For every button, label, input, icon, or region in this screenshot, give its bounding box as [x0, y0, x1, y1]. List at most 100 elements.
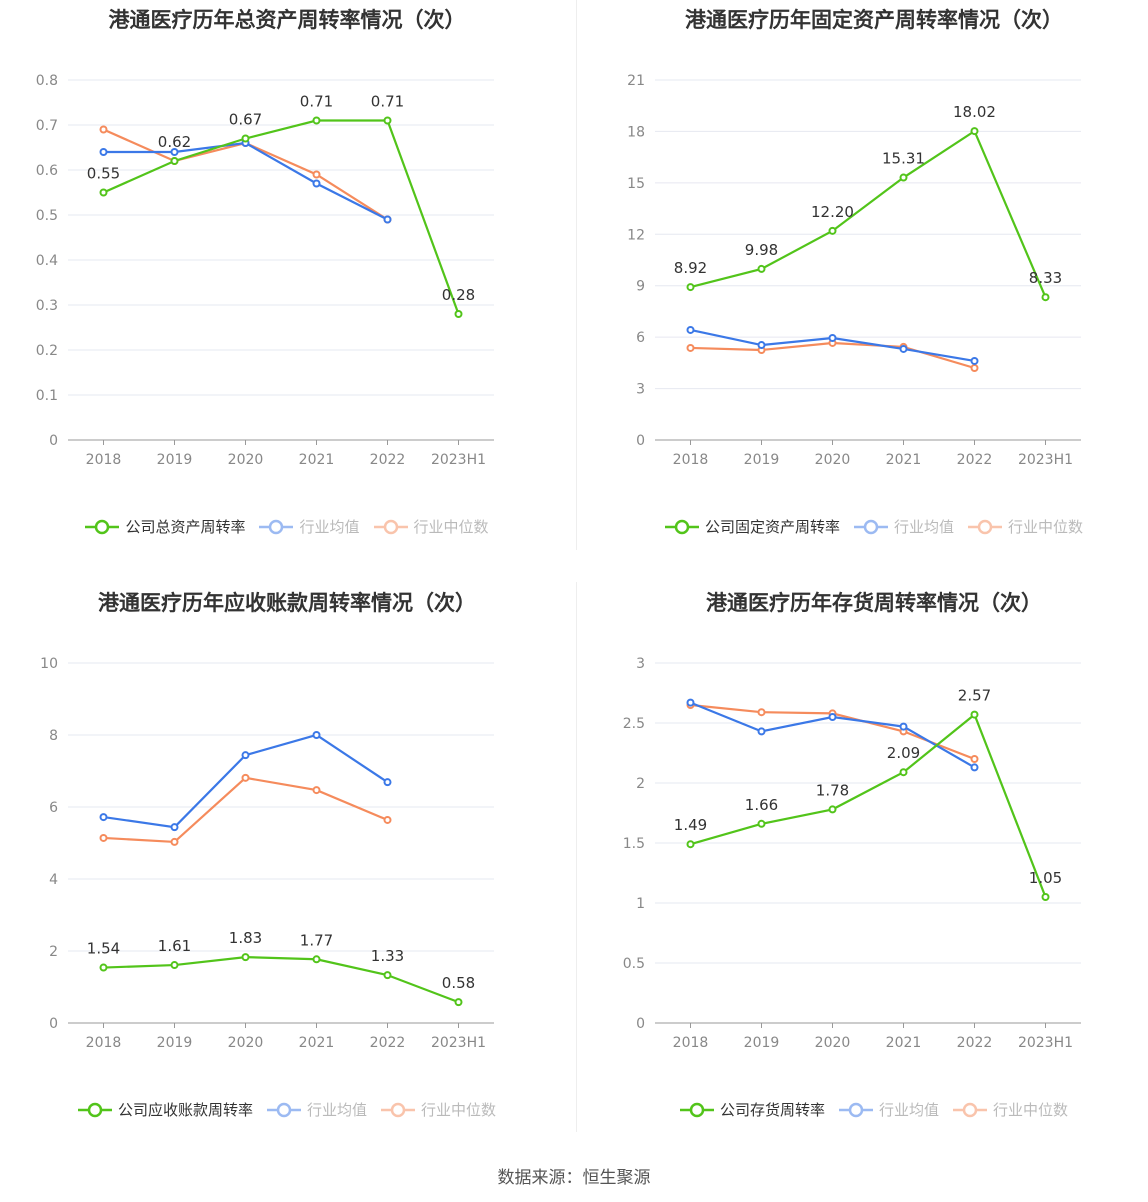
data-point[interactable]	[383, 971, 392, 980]
data-label: 8.92	[674, 259, 707, 277]
data-point[interactable]	[970, 763, 979, 772]
data-point[interactable]	[757, 819, 766, 828]
y-tick-label: 15	[627, 176, 645, 192]
y-tick-label: 3	[636, 382, 645, 398]
x-tick-label: 2018	[86, 1035, 122, 1051]
data-point[interactable]	[970, 127, 979, 136]
data-point[interactable]	[454, 310, 463, 318]
x-tick-label: 2023H1	[431, 1035, 486, 1051]
legend-line-circle-icon	[373, 519, 408, 534]
data-point[interactable]	[828, 334, 837, 342]
legend-line-circle-icon	[77, 1102, 112, 1117]
x-tick-label: 2021	[299, 452, 335, 468]
legend-label: 行业均值	[893, 518, 954, 536]
data-label: 1.83	[229, 929, 262, 947]
data-point[interactable]	[757, 727, 766, 736]
data-point[interactable]	[970, 364, 979, 372]
data-point[interactable]	[383, 778, 392, 787]
data-label: 0.67	[229, 111, 262, 129]
data-point[interactable]	[99, 963, 108, 972]
legend-item[interactable]: 行业中位数	[381, 1099, 496, 1120]
data-point[interactable]	[312, 955, 321, 964]
data-point[interactable]	[241, 773, 250, 782]
data-point[interactable]	[899, 768, 908, 777]
data-point[interactable]	[99, 125, 108, 134]
legend-item[interactable]: 公司应收账款周转率	[77, 1099, 253, 1120]
data-point[interactable]	[686, 698, 695, 707]
chart-title: 港通医疗历年存货周转率情况（次）	[706, 591, 1042, 615]
data-point[interactable]	[312, 179, 321, 188]
data-point[interactable]	[1041, 893, 1050, 901]
y-tick-label: 0.1	[36, 388, 58, 404]
data-point[interactable]	[241, 134, 250, 143]
data-point[interactable]	[757, 264, 766, 273]
x-tick-label: 2023H1	[431, 452, 486, 468]
data-point[interactable]	[828, 226, 837, 235]
legend-item[interactable]: 行业均值	[266, 1099, 367, 1120]
data-point[interactable]	[686, 283, 695, 292]
data-point[interactable]	[970, 710, 979, 719]
data-point[interactable]	[383, 815, 392, 824]
data-point[interactable]	[99, 148, 108, 156]
chart-title: 港通医疗历年应收账款周转率情况（次）	[98, 591, 476, 615]
legend-item[interactable]: 行业均值	[259, 516, 360, 537]
data-point[interactable]	[241, 953, 250, 962]
y-tick-label: 0	[636, 1016, 645, 1032]
legend-item[interactable]: 行业中位数	[953, 1099, 1068, 1120]
legend-item[interactable]: 公司总资产周转率	[85, 516, 245, 537]
legend-line-circle-icon	[953, 1102, 987, 1117]
legend-item[interactable]: 行业均值	[853, 516, 954, 537]
data-point[interactable]	[757, 708, 766, 717]
data-point[interactable]	[312, 170, 321, 179]
data-point[interactable]	[99, 813, 108, 822]
data-point[interactable]	[99, 188, 108, 197]
data-point[interactable]	[828, 713, 837, 721]
x-tick-label: 2021	[299, 1035, 335, 1051]
data-point[interactable]	[99, 833, 108, 842]
data-point[interactable]	[757, 341, 766, 350]
data-point[interactable]	[686, 840, 695, 849]
data-point[interactable]	[170, 823, 179, 832]
data-point[interactable]	[170, 961, 179, 970]
data-label: 1.66	[745, 796, 778, 814]
chart-panel: 港通医疗历年总资产周转率情况（次） 0 0.1 0.2 0.3 0.4 0.5 0.6 0.7 0…	[0, 0, 574, 583]
data-point[interactable]	[383, 116, 392, 125]
series-line	[690, 129, 1047, 298]
legend-item[interactable]: 公司存货周转率	[679, 1099, 825, 1120]
series-line	[103, 141, 388, 221]
y-tick-label: 0.3	[36, 298, 58, 314]
data-point[interactable]	[454, 998, 463, 1007]
legend-item[interactable]: 行业均值	[838, 1099, 939, 1120]
data-point[interactable]	[970, 356, 979, 365]
x-tick-label: 2023H1	[1018, 1035, 1073, 1051]
legend-item[interactable]: 行业中位数	[968, 516, 1083, 537]
data-label: 9.98	[745, 241, 778, 259]
data-point[interactable]	[170, 148, 179, 156]
data-point[interactable]	[686, 325, 695, 334]
data-point[interactable]	[970, 755, 979, 763]
legend-item[interactable]: 行业中位数	[373, 516, 489, 537]
data-point[interactable]	[170, 157, 179, 165]
data-point[interactable]	[899, 344, 908, 353]
y-tick-label: 1.5	[623, 836, 645, 852]
chart-panel: 港通医疗历年应收账款周转率情况（次） 0 2 4 6 8 10 2018 2019 2020 202…	[0, 583, 574, 1166]
y-tick-label: 0	[636, 433, 645, 449]
data-point[interactable]	[1041, 293, 1050, 302]
data-point[interactable]	[312, 731, 321, 739]
data-point[interactable]	[312, 116, 321, 125]
legend-item[interactable]: 公司固定资产周转率	[664, 516, 840, 537]
data-point[interactable]	[899, 722, 908, 731]
data-label: 18.02	[953, 103, 996, 121]
data-point[interactable]	[170, 837, 179, 846]
data-point[interactable]	[312, 786, 321, 795]
legend-line-circle-icon	[968, 519, 1002, 534]
data-point[interactable]	[899, 173, 908, 182]
data-label: 1.54	[87, 940, 120, 958]
data-point[interactable]	[383, 215, 392, 224]
legend-line-circle-icon	[838, 1102, 873, 1117]
x-tick-label: 2018	[86, 452, 122, 468]
data-point[interactable]	[828, 805, 837, 814]
data-point[interactable]	[241, 751, 250, 760]
data-point[interactable]	[686, 343, 695, 352]
x-tick-label: 2018	[673, 452, 709, 468]
